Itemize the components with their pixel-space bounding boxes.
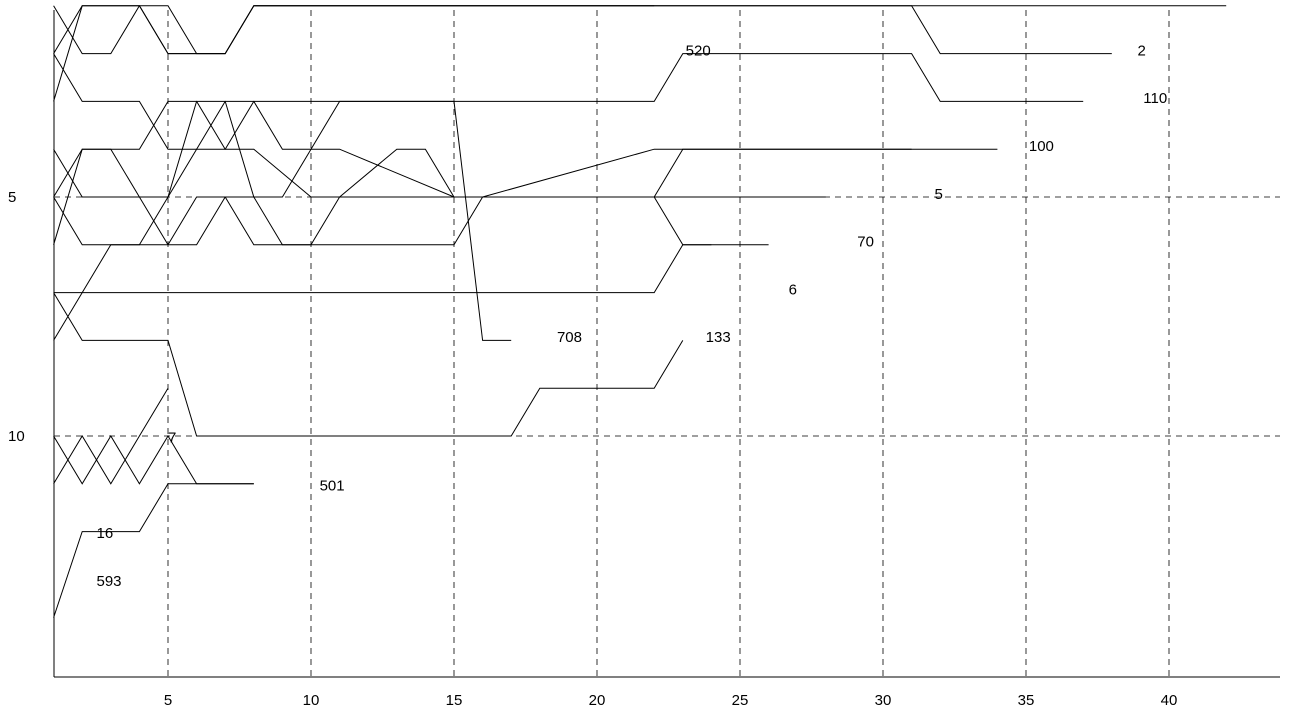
series-label-100: 100 xyxy=(1029,138,1054,155)
series-line-6 xyxy=(53,196,769,246)
x-tick-label-15: 15 xyxy=(446,692,463,709)
series-line-593 xyxy=(53,483,254,618)
series-line-100 xyxy=(53,100,998,198)
series-line-501 xyxy=(53,435,254,485)
series-label-16: 16 xyxy=(97,525,114,542)
y-tick-label-5: 5 xyxy=(8,189,16,206)
series-line-7 xyxy=(53,292,684,437)
y-tick-label-10: 10 xyxy=(8,428,25,445)
series-label-133: 133 xyxy=(706,329,731,346)
x-tick-label-35: 35 xyxy=(1018,692,1035,709)
x-tick-label-25: 25 xyxy=(732,692,749,709)
series-label-501: 501 xyxy=(320,477,345,494)
x-tick-label-10: 10 xyxy=(303,692,320,709)
series-line-16 xyxy=(53,387,169,485)
series-line-133 xyxy=(53,244,712,341)
x-tick-label-40: 40 xyxy=(1161,692,1178,709)
series-label-70: 70 xyxy=(857,234,874,251)
series-layer xyxy=(53,5,1227,618)
x-tick-label-30: 30 xyxy=(875,692,892,709)
series-label-110: 110 xyxy=(1143,90,1167,107)
series-label-6: 6 xyxy=(789,281,797,298)
axes-layer xyxy=(53,10,1280,678)
series-line-708 xyxy=(53,100,512,341)
series-label-593: 593 xyxy=(97,573,122,590)
x-tick-label-5: 5 xyxy=(164,692,172,709)
series-line-110 xyxy=(53,53,1084,150)
series-line-2 xyxy=(53,5,1112,102)
series-label-7: 7 xyxy=(168,430,176,447)
x-tick-label-20: 20 xyxy=(589,692,606,709)
series-label-708: 708 xyxy=(557,329,582,346)
series-label-2: 2 xyxy=(1138,42,1146,59)
labels-layer: 7252021101005706708133750116593510152025… xyxy=(8,42,1178,709)
series-label-5: 5 xyxy=(934,186,942,203)
grid-layer xyxy=(54,10,1280,677)
series-label-520: 520 xyxy=(686,42,711,59)
